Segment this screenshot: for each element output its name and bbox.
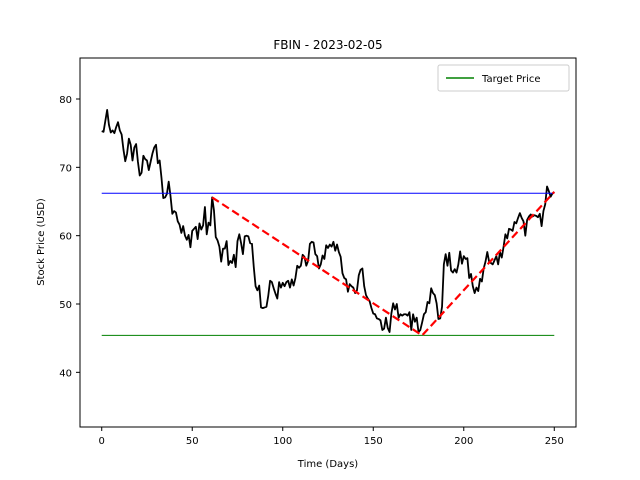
y-tick-label: 50 [59,300,72,311]
plot-frame [79,57,577,428]
y-axis-label: Stock Price (USD) [36,198,47,286]
y-tick-label: 40 [59,368,72,379]
x-tick-label: 100 [273,436,292,447]
y-tick-label: 60 [59,232,72,243]
x-tick-label: 200 [454,436,473,447]
y-tick-label: 80 [59,95,72,106]
x-tick-label: 250 [545,436,564,447]
price-line [101,109,555,333]
x-tick-label: 50 [186,436,199,447]
x-axis: 0 50 100 150 200 250 [99,427,564,447]
y-tick-label: 70 [59,163,72,174]
plot-area [79,57,577,428]
legend: Target Price [437,64,570,92]
legend-box [437,64,570,92]
x-tick-label: 0 [99,436,105,447]
x-tick-label: 150 [364,436,383,447]
x-axis-label: Time (Days) [297,459,359,470]
legend-label-target-price: Target Price [481,74,541,85]
trend-dashed-line [211,191,556,337]
chart-title: FBIN - 2023-02-05 [273,38,382,52]
y-axis: 40 50 60 70 80 [59,95,80,379]
